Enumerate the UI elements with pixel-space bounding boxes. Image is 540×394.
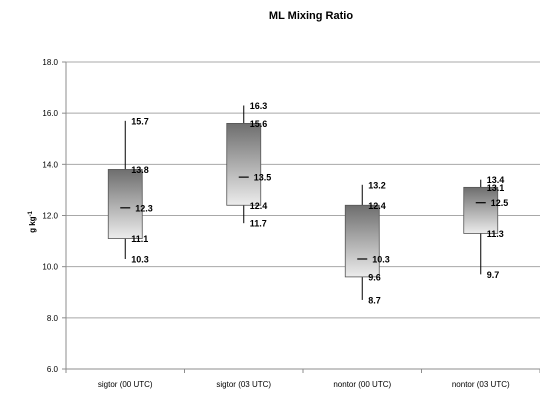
value-label-q1: 11.3 [487,229,504,239]
y-tick-label: 18.0 [42,58,58,67]
axes [62,61,540,373]
value-label-max: 16.3 [250,101,268,111]
value-label-q1: 11.1 [131,234,148,244]
y-tick-labels: 6.0 8.0 10.0 12.0 14.0 16.0 18.0 [42,58,58,374]
value-label-min: 11.7 [250,219,267,229]
value-label-min: 9.7 [487,270,500,280]
value-label-max: 15.7 [131,116,149,126]
box-rect [107,169,143,239]
gridlines [66,61,540,319]
value-label-q3: 13.8 [131,165,149,175]
value-label-min: 8.7 [368,295,381,305]
box-group: 13.413.1 12.5 11.3 9.7 [463,175,509,280]
y-tick-label: 8.0 [47,314,59,323]
y-tick-label: 16.0 [42,109,58,118]
x-tick-label: nontor (03 UTC) [452,380,510,389]
value-label-min: 10.3 [131,254,149,264]
box-rect [463,186,499,234]
chart-title: ML Mixing Ratio [269,10,353,22]
value-label-median: 12.5 [491,198,509,208]
value-label-q3: 15.6 [250,119,268,129]
box-group: 16.3 15.6 13.5 12.4 11.7 [226,101,272,229]
y-tick-label: 12.0 [42,212,58,221]
box-group: 15.7 13.8 12.3 11.1 10.3 [107,116,153,264]
value-label-median: 13.5 [254,173,272,183]
x-tick-labels: sigtor (00 UTC) sigtor (03 UTC) nontor (00… [98,380,510,389]
value-label-median: 10.3 [372,254,390,264]
value-label-q3: 13.1 [487,183,505,193]
box-rect [344,204,380,278]
value-label-q3: 12.4 [368,201,386,211]
value-label-median: 12.3 [135,203,153,213]
x-tick-label: sigtor (03 UTC) [216,380,271,389]
value-label-q1: 9.6 [368,272,381,282]
box-rect [226,123,262,206]
value-label-max: 13.2 [368,180,386,190]
x-tick-label: nontor (00 UTC) [333,380,391,389]
value-label-q1: 12.4 [250,201,268,211]
box-group: 13.2 12.4 10.3 9.6 8.7 [344,180,390,305]
x-tick-label: sigtor (00 UTC) [98,380,153,389]
value-label-max: 13.4 [487,175,505,185]
y-tick-label: 6.0 [47,365,59,374]
y-axis-label: g kg-1 [28,210,37,232]
y-tick-label: 10.0 [42,263,58,272]
boxes: 15.7 13.8 12.3 11.1 10.3 16.3 15.6 13.5 12.4 11.7… [107,101,509,305]
y-tick-label: 14.0 [42,160,58,169]
